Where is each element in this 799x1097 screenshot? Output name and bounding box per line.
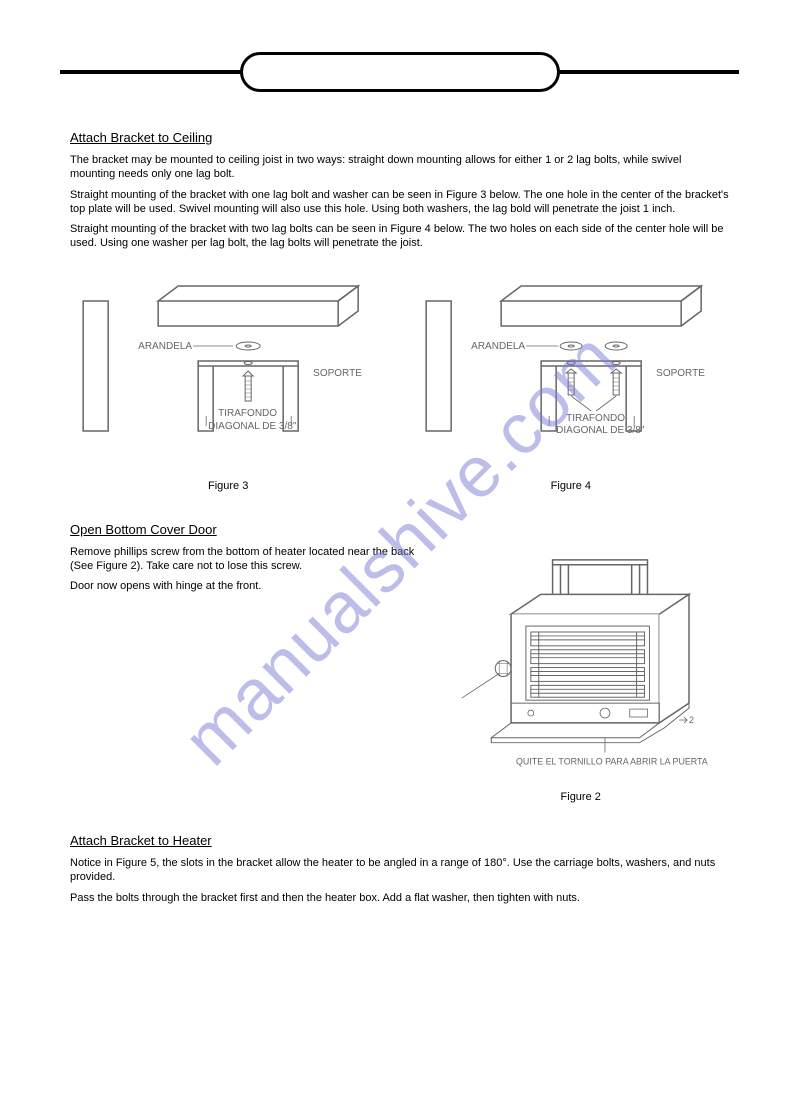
tirafondo-label-3: TIRAFONDO <box>218 408 277 419</box>
figure-4-svg: ARANDELA SOPORTE <box>413 271 729 471</box>
attach-para2: Pass the bolts through the bracket first… <box>70 891 729 905</box>
figure-4-caption: Figure 4 <box>413 480 729 492</box>
figure-2-svg: 2 QUITE EL TORNILLO PARA ABRIR LA PUERTA <box>432 545 729 782</box>
figure-3-container: ARANDELA SOPORTE TIRAFONDO DIAGO <box>70 271 386 492</box>
door-title: Open Bottom Cover Door <box>70 522 729 537</box>
figure-3-svg: ARANDELA SOPORTE TIRAFONDO DIAGO <box>70 271 386 471</box>
page-content: Attach Bracket to Ceiling The bracket ma… <box>70 110 729 911</box>
figure-3-caption: Figure 3 <box>70 480 386 492</box>
bracket-para2: Straight mounting of the bracket with on… <box>70 188 729 217</box>
bracket-title: Attach Bracket to Ceiling <box>70 130 729 145</box>
diagonal-label-4: DIAGONAL DE 3/8" <box>556 425 645 436</box>
figure-row: ARANDELA SOPORTE TIRAFONDO DIAGO <box>70 271 729 492</box>
header-capsule <box>240 52 560 92</box>
figure-2-caption: Figure 2 <box>432 791 729 803</box>
soporte-label-4: SOPORTE <box>656 368 705 379</box>
door-para1: Remove phillips screw from the bottom of… <box>70 545 432 574</box>
door-para2: Door now opens with hinge at the front. <box>70 579 432 593</box>
diagonal-label-3: DIAGONAL DE 3/8" <box>208 421 297 432</box>
figure-2-container: 2 QUITE EL TORNILLO PARA ABRIR LA PUERTA… <box>432 545 729 803</box>
bracket-para3: Straight mounting of the bracket with tw… <box>70 222 729 251</box>
attach-para1: Notice in Figure 5, the slots in the bra… <box>70 856 729 885</box>
figure-4-container: ARANDELA SOPORTE <box>413 271 729 492</box>
soporte-label-3: SOPORTE <box>313 368 362 379</box>
arandela-label-4: ARANDELA <box>471 341 525 352</box>
arandela-label: ARANDELA <box>138 341 192 352</box>
section-attach: Attach Bracket to Heater Notice in Figur… <box>70 833 729 905</box>
door-screw-label: QUITE EL TORNILLO PARA ABRIR LA PUERTA <box>516 756 708 766</box>
svg-text:2: 2 <box>689 715 694 725</box>
section-bracket: Attach Bracket to Ceiling The bracket ma… <box>70 130 729 251</box>
bracket-para1: The bracket may be mounted to ceiling jo… <box>70 153 729 182</box>
tirafondo-label-4: TIRAFONDO <box>566 413 625 424</box>
section-door: Open Bottom Cover Door Remove phillips s… <box>70 522 729 803</box>
attach-title: Attach Bracket to Heater <box>70 833 729 848</box>
